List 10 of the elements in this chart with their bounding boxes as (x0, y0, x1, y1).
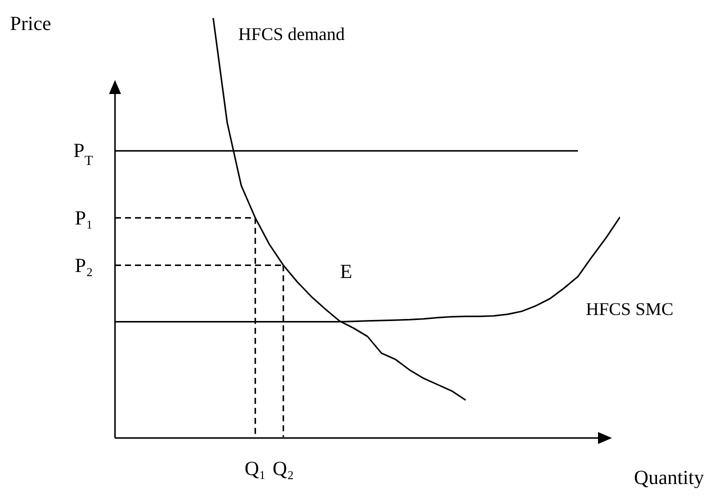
series-label: HFCS demand (238, 24, 345, 44)
series-label: P₂ (74, 254, 93, 277)
y-axis-title: Price (10, 13, 52, 35)
series-label: P₁ (74, 207, 93, 230)
series-label: HFCS SMC (586, 298, 674, 319)
series-label: P$_{T}$ (73, 140, 94, 169)
x-tick-label: Q₂ (272, 458, 294, 480)
x-tick-label: Q₁ (244, 458, 266, 480)
annotation: E (340, 261, 352, 283)
x-axis-title: Quantity (634, 467, 704, 489)
